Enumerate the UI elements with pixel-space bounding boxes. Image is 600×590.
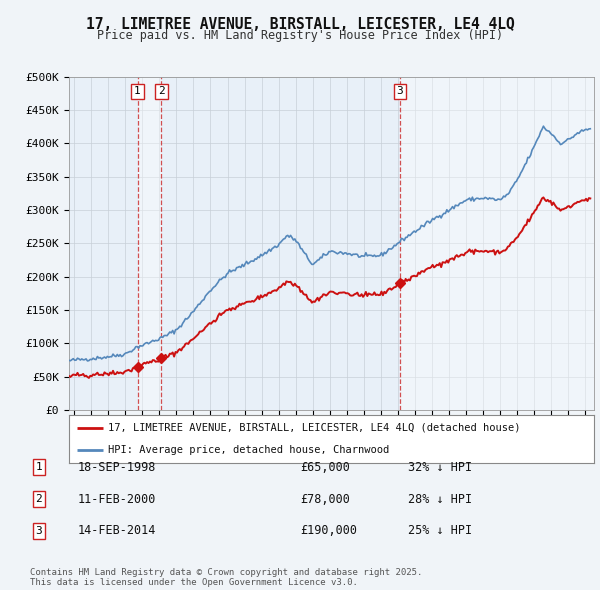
Text: 1: 1 [35, 463, 43, 472]
Text: 18-SEP-1998: 18-SEP-1998 [78, 461, 157, 474]
Text: £190,000: £190,000 [300, 525, 357, 537]
Text: £78,000: £78,000 [300, 493, 350, 506]
Text: 1: 1 [134, 86, 141, 96]
Text: £65,000: £65,000 [300, 461, 350, 474]
Text: 2: 2 [158, 86, 165, 96]
Text: Contains HM Land Registry data © Crown copyright and database right 2025.
This d: Contains HM Land Registry data © Crown c… [30, 568, 422, 587]
Text: 14-FEB-2014: 14-FEB-2014 [78, 525, 157, 537]
Text: 17, LIMETREE AVENUE, BIRSTALL, LEICESTER, LE4 4LQ: 17, LIMETREE AVENUE, BIRSTALL, LEICESTER… [86, 17, 514, 31]
Text: 28% ↓ HPI: 28% ↓ HPI [408, 493, 472, 506]
Bar [137, 77, 161, 410]
Text: 17, LIMETREE AVENUE, BIRSTALL, LEICESTER, LE4 4LQ (detached house): 17, LIMETREE AVENUE, BIRSTALL, LEICESTER… [109, 423, 521, 433]
Text: 2: 2 [35, 494, 43, 504]
Bar [400, 77, 594, 410]
Text: HPI: Average price, detached house, Charnwood: HPI: Average price, detached house, Char… [109, 445, 389, 455]
Text: 3: 3 [397, 86, 403, 96]
Text: Price paid vs. HM Land Registry's House Price Index (HPI): Price paid vs. HM Land Registry's House … [97, 30, 503, 42]
Text: 11-FEB-2000: 11-FEB-2000 [78, 493, 157, 506]
Text: 3: 3 [35, 526, 43, 536]
Text: 32% ↓ HPI: 32% ↓ HPI [408, 461, 472, 474]
Text: 25% ↓ HPI: 25% ↓ HPI [408, 525, 472, 537]
